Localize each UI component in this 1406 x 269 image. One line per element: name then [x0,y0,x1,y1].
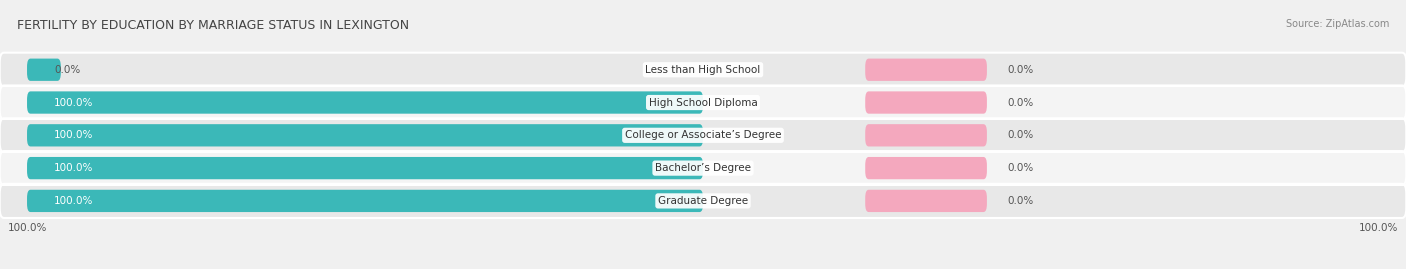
FancyBboxPatch shape [865,91,987,114]
Text: FERTILITY BY EDUCATION BY MARRIAGE STATUS IN LEXINGTON: FERTILITY BY EDUCATION BY MARRIAGE STATU… [17,19,409,32]
FancyBboxPatch shape [27,91,703,114]
FancyBboxPatch shape [27,190,703,212]
Text: 100.0%: 100.0% [53,163,93,173]
FancyBboxPatch shape [0,151,1406,185]
FancyBboxPatch shape [865,190,987,212]
Text: Graduate Degree: Graduate Degree [658,196,748,206]
Text: 0.0%: 0.0% [1007,98,1033,108]
Text: 0.0%: 0.0% [53,65,80,75]
Text: 100.0%: 100.0% [53,98,93,108]
Text: College or Associate’s Degree: College or Associate’s Degree [624,130,782,140]
Text: 0.0%: 0.0% [1007,163,1033,173]
Text: 0.0%: 0.0% [1007,65,1033,75]
FancyBboxPatch shape [865,124,987,146]
Text: Source: ZipAtlas.com: Source: ZipAtlas.com [1285,19,1389,29]
FancyBboxPatch shape [865,59,987,81]
Text: 100.0%: 100.0% [53,196,93,206]
FancyBboxPatch shape [0,86,1406,120]
Text: Less than High School: Less than High School [645,65,761,75]
FancyBboxPatch shape [865,157,987,179]
FancyBboxPatch shape [27,59,60,81]
Text: Bachelor’s Degree: Bachelor’s Degree [655,163,751,173]
FancyBboxPatch shape [0,184,1406,218]
FancyBboxPatch shape [27,157,703,179]
FancyBboxPatch shape [0,118,1406,152]
Text: High School Diploma: High School Diploma [648,98,758,108]
Text: 0.0%: 0.0% [1007,196,1033,206]
Text: 100.0%: 100.0% [53,130,93,140]
FancyBboxPatch shape [27,124,703,146]
Text: 0.0%: 0.0% [1007,130,1033,140]
FancyBboxPatch shape [0,53,1406,87]
